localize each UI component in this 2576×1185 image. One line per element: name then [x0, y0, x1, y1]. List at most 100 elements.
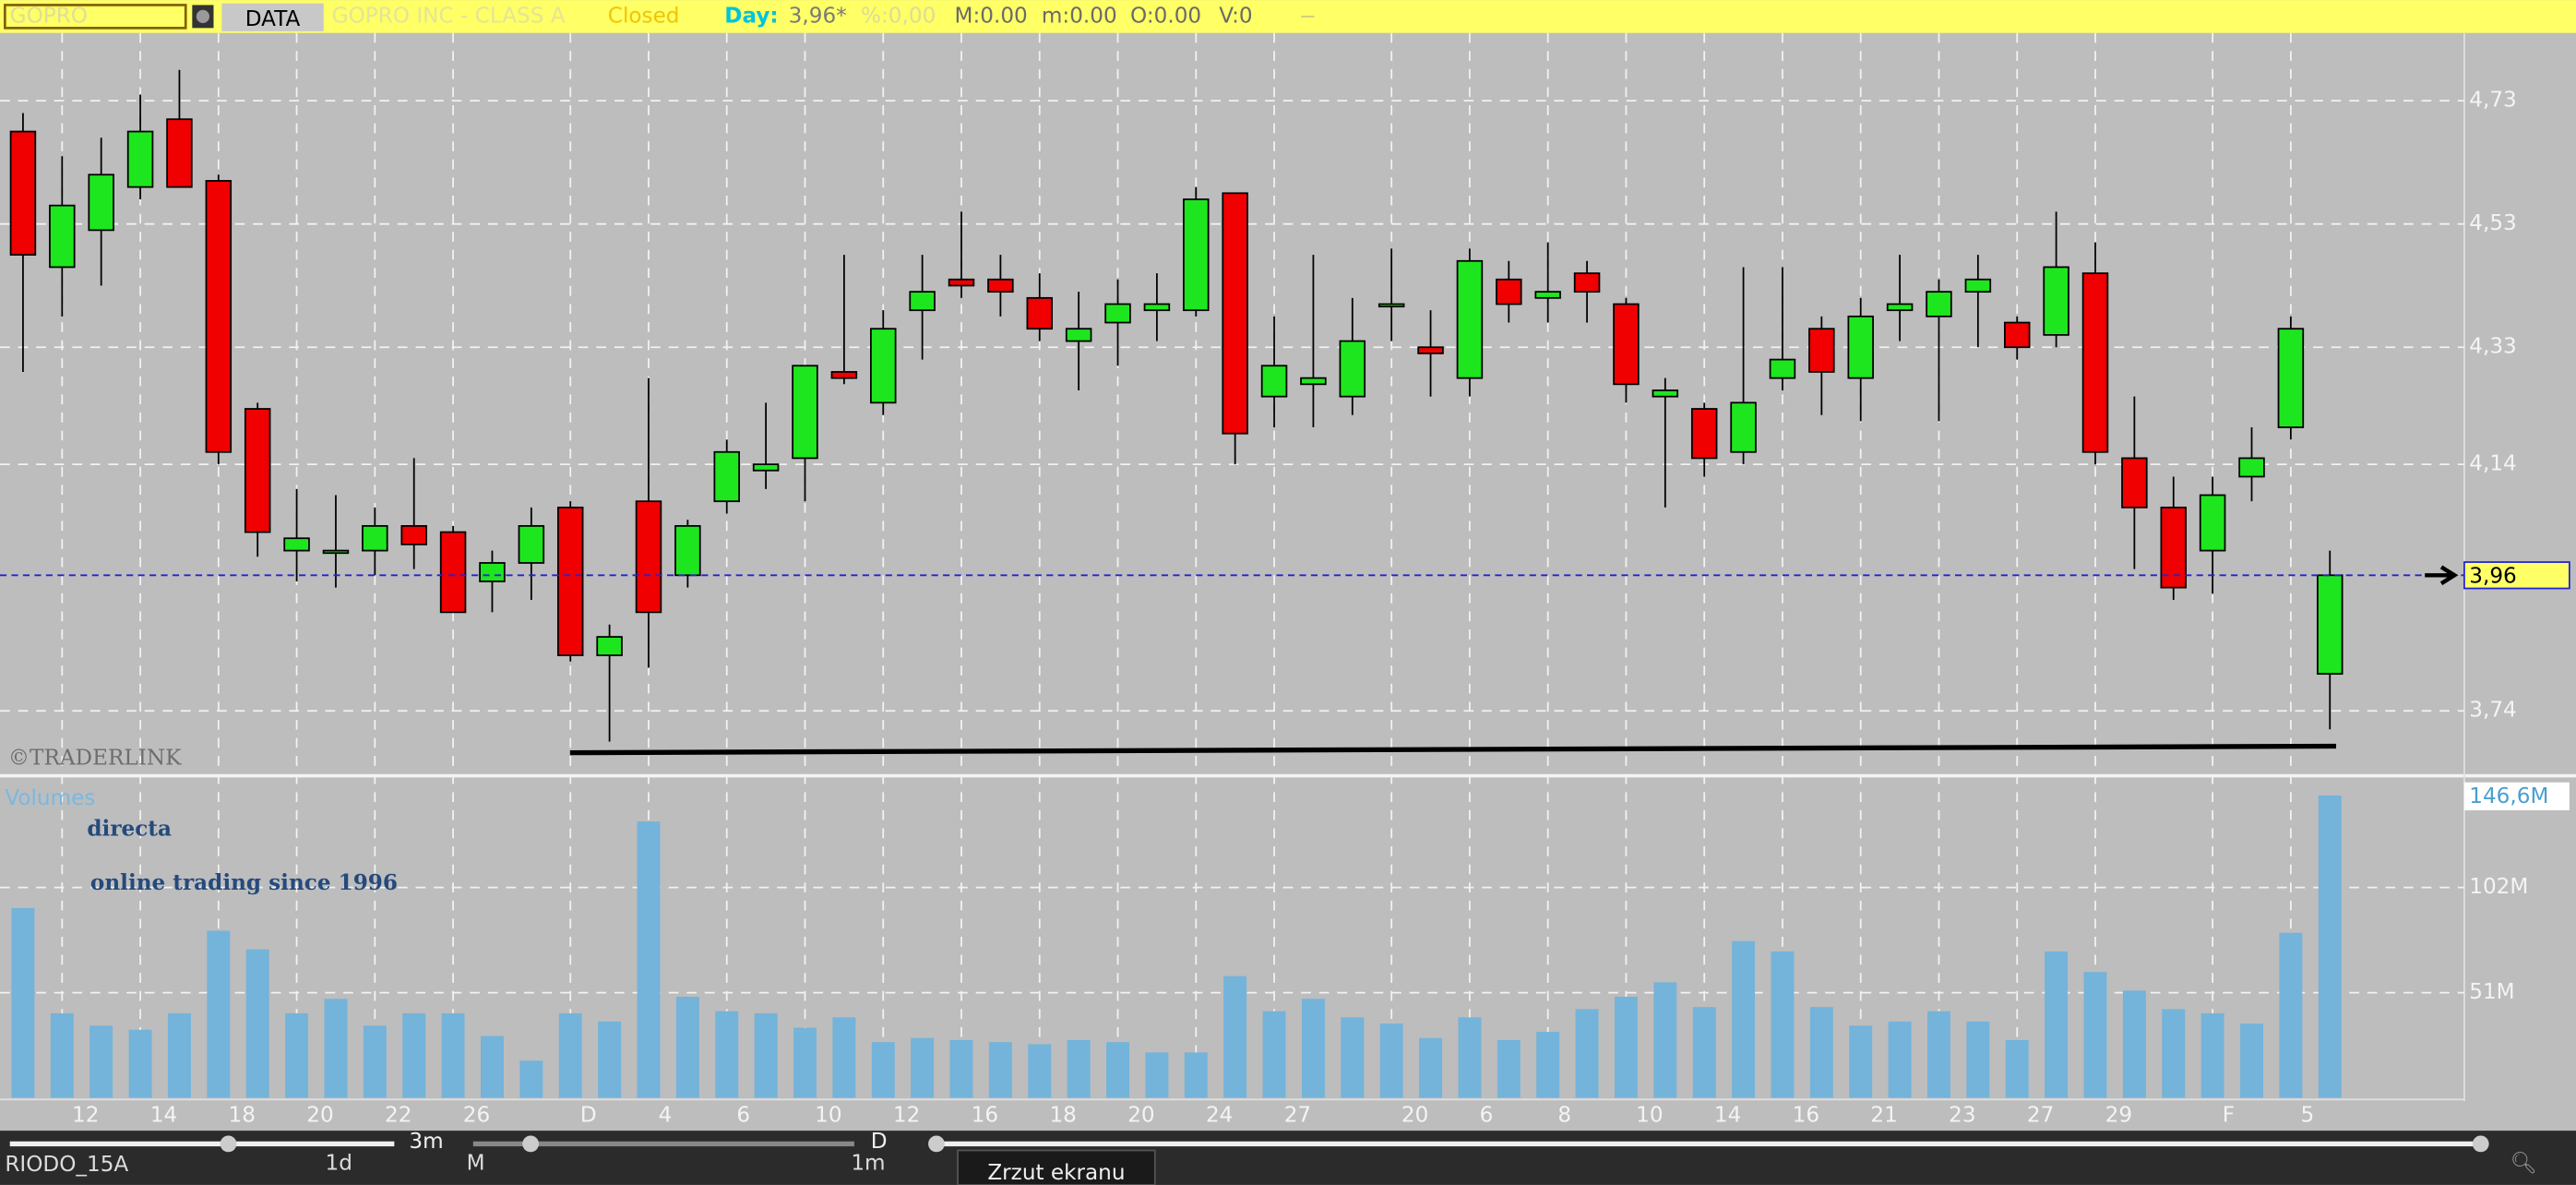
- candle-body: [166, 118, 193, 188]
- y-tick-label: 4,73: [2469, 89, 2517, 113]
- candle-body: [1847, 315, 1874, 379]
- candle-body: [1417, 346, 1444, 354]
- candle-body: [518, 524, 545, 564]
- volume-bar: [558, 1012, 582, 1098]
- candle-body: [1613, 303, 1640, 386]
- volume-bar: [1379, 1023, 1403, 1098]
- x-tick-label: 29: [2105, 1104, 2132, 1128]
- candle-body: [1143, 303, 1171, 312]
- candle-body: [1260, 365, 1288, 398]
- scroll-knob-right[interactable]: [2472, 1135, 2489, 1153]
- volume-bar: [2122, 990, 2146, 1098]
- volume-bar: [50, 1012, 74, 1098]
- volume-bar: [324, 999, 348, 1098]
- last-price-arrow: [2425, 565, 2459, 586]
- candle-body: [792, 365, 818, 460]
- x-tick-label: 27: [1284, 1104, 1311, 1128]
- volume-bar: [2162, 1009, 2186, 1098]
- volume-bar: [2005, 1039, 2029, 1098]
- y-tick-label: 3,74: [2469, 699, 2517, 723]
- candle-body: [556, 506, 584, 656]
- volume-bar: [1458, 1017, 1482, 1098]
- volume-bar: [871, 1042, 895, 1098]
- brand-logo: directa: [87, 816, 172, 841]
- data-button-label: DATA: [245, 7, 301, 31]
- candle-body: [283, 537, 310, 552]
- x-tick-label: 4: [659, 1104, 673, 1128]
- min-label: 1d: [326, 1151, 352, 1175]
- volume-bar: [1536, 1032, 1560, 1098]
- candle-body: [479, 562, 506, 582]
- volume-bar: [1028, 1044, 1052, 1098]
- panel-title: Volumes: [5, 786, 95, 810]
- candle-body: [1730, 401, 1757, 453]
- day-label: Day:: [724, 4, 778, 28]
- candle-body: [205, 180, 233, 453]
- volume-bar: [1927, 1011, 1950, 1098]
- volume-bar: [1341, 1017, 1365, 1098]
- candle-body: [1496, 278, 1522, 305]
- candle-body: [1926, 291, 1952, 317]
- volume-bar: [1497, 1039, 1521, 1098]
- candle-body: [752, 463, 780, 472]
- volume-bar: [675, 997, 699, 1098]
- x-tick-label: 23: [1949, 1104, 1975, 1128]
- data-button[interactable]: [221, 3, 324, 31]
- volume-bar: [363, 1025, 387, 1098]
- volume-bar: [988, 1042, 1012, 1098]
- candle-body: [2238, 457, 2265, 478]
- volume-bar: [1653, 982, 1677, 1098]
- candle-body: [948, 278, 975, 287]
- y-tick-label: 4,33: [2469, 335, 2517, 359]
- x-tick-label: 20: [1401, 1104, 1428, 1128]
- volume-bar: [167, 1012, 191, 1098]
- candle-body: [400, 524, 427, 545]
- support-line: [569, 743, 2337, 756]
- candle-body: [2121, 457, 2148, 509]
- x-tick-label: D: [580, 1104, 597, 1128]
- tooltip: [957, 1149, 1156, 1185]
- range-label: 3m: [409, 1130, 443, 1154]
- volume-bar: [2045, 951, 2069, 1098]
- volume-bar: [832, 1017, 856, 1098]
- y-tick-label: 4,53: [2469, 211, 2517, 235]
- volume-bar: [285, 1012, 309, 1098]
- x-tick-label: 27: [2027, 1104, 2054, 1128]
- candle-body: [1808, 328, 1835, 373]
- x-tick-label: 10: [815, 1104, 841, 1128]
- candle-body: [322, 549, 350, 555]
- x-tick-label: 16: [1793, 1104, 1819, 1128]
- volume-bar: [1067, 1039, 1091, 1098]
- symbol-text: GOPRO: [10, 4, 88, 28]
- candle-body: [1534, 291, 1561, 299]
- x-tick-label: 20: [1127, 1104, 1154, 1128]
- scroll-knob-left[interactable]: [928, 1135, 945, 1153]
- x-tick-label: 14: [1714, 1104, 1741, 1128]
- zoom-in[interactable]: 🔍︎: [2510, 1151, 2537, 1175]
- candle-body: [1104, 303, 1131, 324]
- candle-body: [9, 130, 37, 256]
- x-tick-label: 6: [1480, 1104, 1494, 1128]
- last-volume-label: 146,6M: [2469, 784, 2548, 808]
- volume-bar: [441, 1012, 465, 1098]
- max-label: 1m: [851, 1151, 885, 1175]
- volume-bar: [1614, 997, 1638, 1098]
- volume-bar: [1809, 1007, 1833, 1098]
- volume-bar: [1575, 1009, 1599, 1098]
- candle-body: [88, 174, 114, 232]
- mid-label: M: [467, 1151, 485, 1175]
- day-open: O:0.00: [1130, 4, 1201, 28]
- candle-body: [1769, 358, 1796, 379]
- instrument-name: GOPRO INC - CLASS A: [332, 4, 566, 28]
- x-tick-label: 8: [1557, 1104, 1571, 1128]
- candle-body: [49, 204, 76, 269]
- symbol-input[interactable]: [4, 4, 187, 30]
- range-knob[interactable]: [220, 1135, 237, 1153]
- day-min: m:0.00: [1042, 4, 1117, 28]
- x-tick-label: 18: [1049, 1104, 1076, 1128]
- period-knob[interactable]: [522, 1135, 540, 1153]
- brand-slogan: online trading since 1996: [90, 870, 398, 895]
- y-tick-label: 51M: [2469, 980, 2514, 1004]
- volume-bar: [519, 1060, 543, 1098]
